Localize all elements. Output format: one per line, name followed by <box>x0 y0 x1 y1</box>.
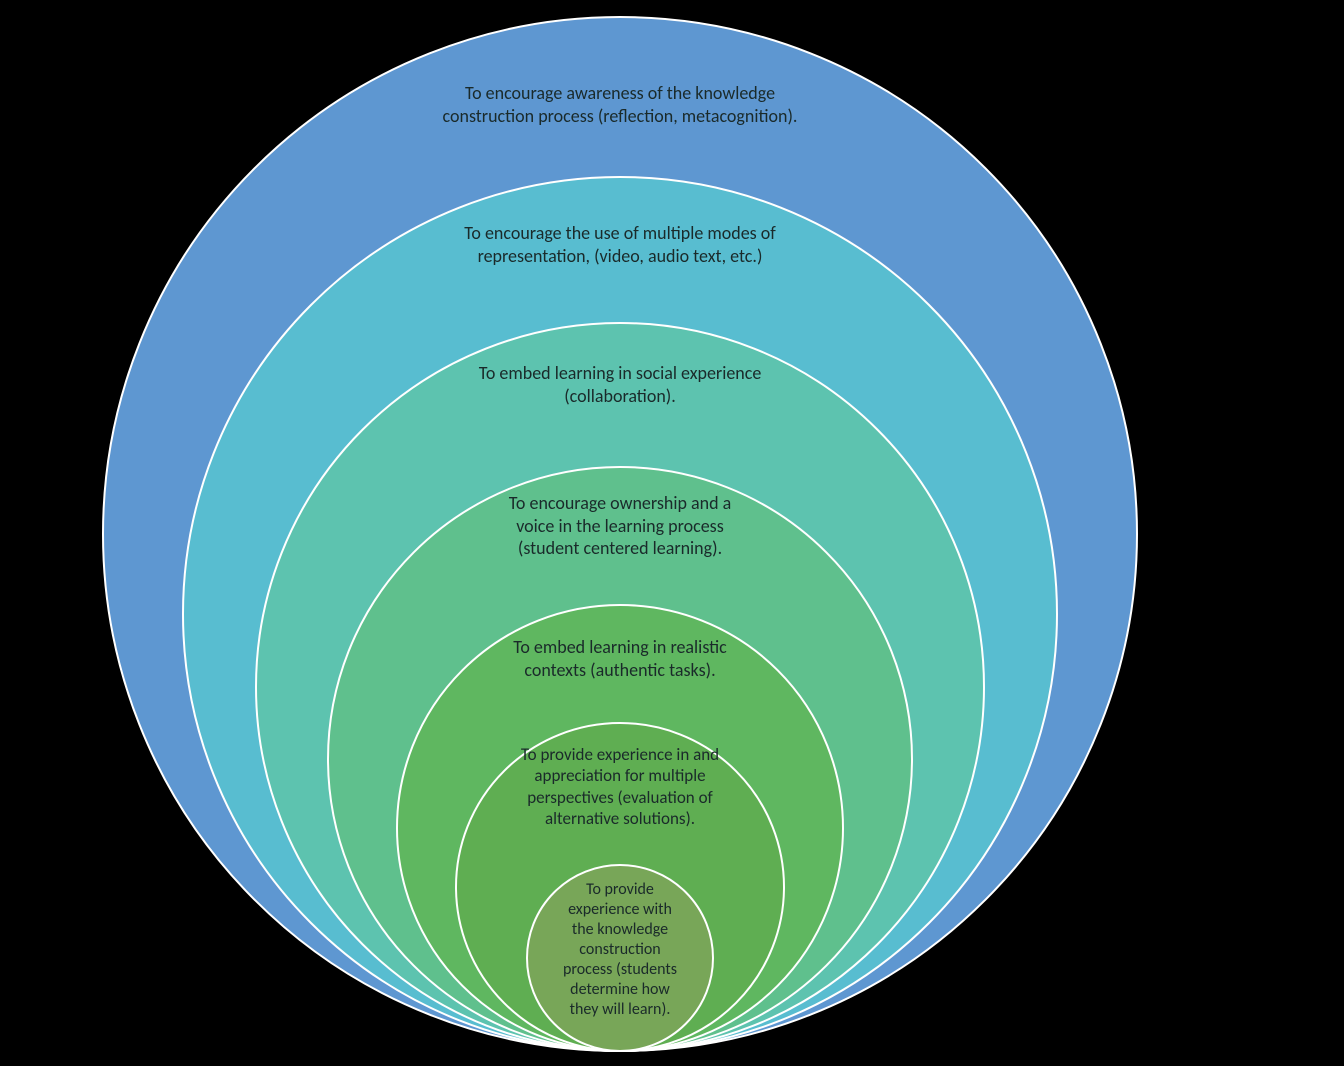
label-c3: To embed learning in realisticcontexts (… <box>460 636 780 681</box>
label-c5: To embed learning in social experience(c… <box>390 362 850 407</box>
label-c4: To encourage ownership and avoice in the… <box>440 492 800 560</box>
nested-circle-diagram: To encourage awareness of the knowledgec… <box>0 0 1344 1066</box>
label-c2: To provide experience in andappreciation… <box>470 744 770 829</box>
label-c1: To provideexperience withthe knowledgeco… <box>530 880 710 1020</box>
label-c7: To encourage awareness of the knowledgec… <box>360 82 880 127</box>
label-c6: To encourage the use of multiple modes o… <box>370 222 870 267</box>
